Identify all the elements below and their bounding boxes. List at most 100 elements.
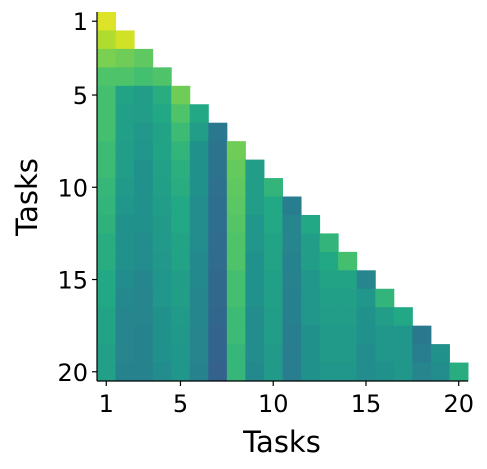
heatmap-cell bbox=[134, 362, 154, 382]
heatmap-cell bbox=[245, 362, 265, 382]
heatmap-cell bbox=[356, 270, 376, 290]
heatmap-cell bbox=[245, 344, 265, 364]
heatmap-cell bbox=[282, 307, 302, 327]
heatmap-cell bbox=[226, 233, 246, 253]
heatmap-cell bbox=[152, 344, 172, 364]
heatmap-cell bbox=[171, 196, 191, 216]
heatmap-cell bbox=[189, 307, 209, 327]
heatmap-cell bbox=[115, 85, 135, 105]
heatmap-cell bbox=[449, 362, 469, 382]
heatmap-cell bbox=[171, 122, 191, 142]
y-axis-label: Tasks bbox=[10, 158, 44, 237]
heatmap-cell bbox=[97, 48, 117, 68]
y-tick-label: 20 bbox=[57, 359, 88, 387]
heatmap-cell bbox=[208, 141, 228, 161]
heatmap-cell bbox=[97, 85, 117, 105]
heatmap-cell bbox=[171, 233, 191, 253]
heatmap-cell bbox=[338, 362, 358, 382]
heatmap-cell bbox=[171, 344, 191, 364]
heatmap-cell bbox=[319, 362, 339, 382]
heatmap-cell bbox=[115, 344, 135, 364]
heatmap-cell bbox=[134, 48, 154, 68]
heatmap-cell bbox=[319, 344, 339, 364]
heatmap-cell bbox=[263, 214, 283, 234]
heatmap-cell bbox=[301, 270, 321, 290]
heatmap-cell bbox=[171, 362, 191, 382]
heatmap-cell bbox=[263, 307, 283, 327]
heatmap-cell bbox=[115, 307, 135, 327]
heatmap-cell bbox=[97, 196, 117, 216]
heatmap-cell bbox=[97, 233, 117, 253]
heatmap-cell bbox=[226, 251, 246, 271]
heatmap-cell bbox=[282, 196, 302, 216]
heatmap-cell bbox=[430, 362, 450, 382]
heatmap-cell bbox=[115, 178, 135, 197]
heatmap-cell bbox=[393, 325, 413, 345]
heatmap-cell bbox=[115, 251, 135, 271]
heatmap-cell bbox=[189, 288, 209, 308]
heatmap-cell bbox=[115, 233, 135, 253]
heatmap-cell bbox=[208, 122, 228, 142]
heatmap-cell bbox=[263, 344, 283, 364]
heatmap-cell bbox=[171, 85, 191, 105]
heatmap-cell bbox=[134, 67, 154, 87]
heatmap-cell bbox=[319, 233, 339, 253]
heatmap-cell bbox=[245, 325, 265, 345]
heatmap-cell bbox=[245, 178, 265, 197]
heatmap-cell bbox=[152, 233, 172, 253]
heatmap-cell bbox=[282, 270, 302, 290]
heatmap-cell bbox=[393, 362, 413, 382]
heatmap-cell bbox=[282, 362, 302, 382]
heatmap-cell bbox=[134, 251, 154, 271]
heatmap-cell bbox=[226, 196, 246, 216]
heatmap-cell bbox=[171, 325, 191, 345]
heatmap-cell bbox=[115, 270, 135, 290]
heatmap-cell bbox=[97, 67, 117, 87]
heatmap-cell bbox=[356, 325, 376, 345]
heatmap-cell bbox=[97, 30, 117, 50]
heatmap-cell bbox=[375, 362, 395, 382]
heatmap-cell bbox=[375, 288, 395, 308]
heatmap-cell bbox=[393, 344, 413, 364]
heatmap-cell bbox=[189, 344, 209, 364]
heatmap-cell bbox=[97, 288, 117, 308]
heatmap-cell bbox=[319, 325, 339, 345]
heatmap-cell bbox=[134, 196, 154, 216]
heatmap-cell bbox=[245, 270, 265, 290]
heatmap-cell bbox=[189, 141, 209, 161]
heatmap-cell bbox=[97, 141, 117, 161]
heatmap-cell bbox=[152, 85, 172, 105]
heatmap-cell bbox=[115, 288, 135, 308]
heatmap-cell bbox=[226, 270, 246, 290]
heatmap-cell bbox=[189, 104, 209, 124]
heatmap-cell bbox=[152, 214, 172, 234]
heatmap-cell bbox=[134, 233, 154, 253]
heatmap-cell bbox=[245, 288, 265, 308]
heatmap-cell bbox=[208, 362, 228, 382]
heatmap-cell bbox=[282, 251, 302, 271]
heatmap-cell bbox=[115, 325, 135, 345]
heatmap-cell bbox=[301, 362, 321, 382]
heatmap-cell bbox=[245, 159, 265, 179]
heatmap-cell bbox=[134, 141, 154, 161]
heatmap-cell bbox=[134, 307, 154, 327]
heatmap-cell bbox=[171, 307, 191, 327]
heatmap-cell bbox=[171, 141, 191, 161]
heatmap-cell bbox=[245, 307, 265, 327]
heatmap-cell bbox=[263, 325, 283, 345]
x-tick-label: 5 bbox=[173, 390, 188, 418]
heatmap-cell bbox=[282, 325, 302, 345]
heatmap-cell bbox=[115, 48, 135, 68]
heatmap-cell bbox=[134, 214, 154, 234]
heatmap-cell bbox=[226, 141, 246, 161]
heatmap-cell bbox=[319, 288, 339, 308]
heatmap-cell bbox=[301, 325, 321, 345]
heatmap-cell bbox=[208, 159, 228, 179]
heatmap-cell bbox=[208, 251, 228, 271]
heatmap-cell bbox=[356, 288, 376, 308]
heatmap-cell bbox=[115, 67, 135, 87]
heatmap-cell bbox=[152, 178, 172, 197]
heatmap-cell bbox=[208, 233, 228, 253]
heatmap-cell bbox=[356, 307, 376, 327]
